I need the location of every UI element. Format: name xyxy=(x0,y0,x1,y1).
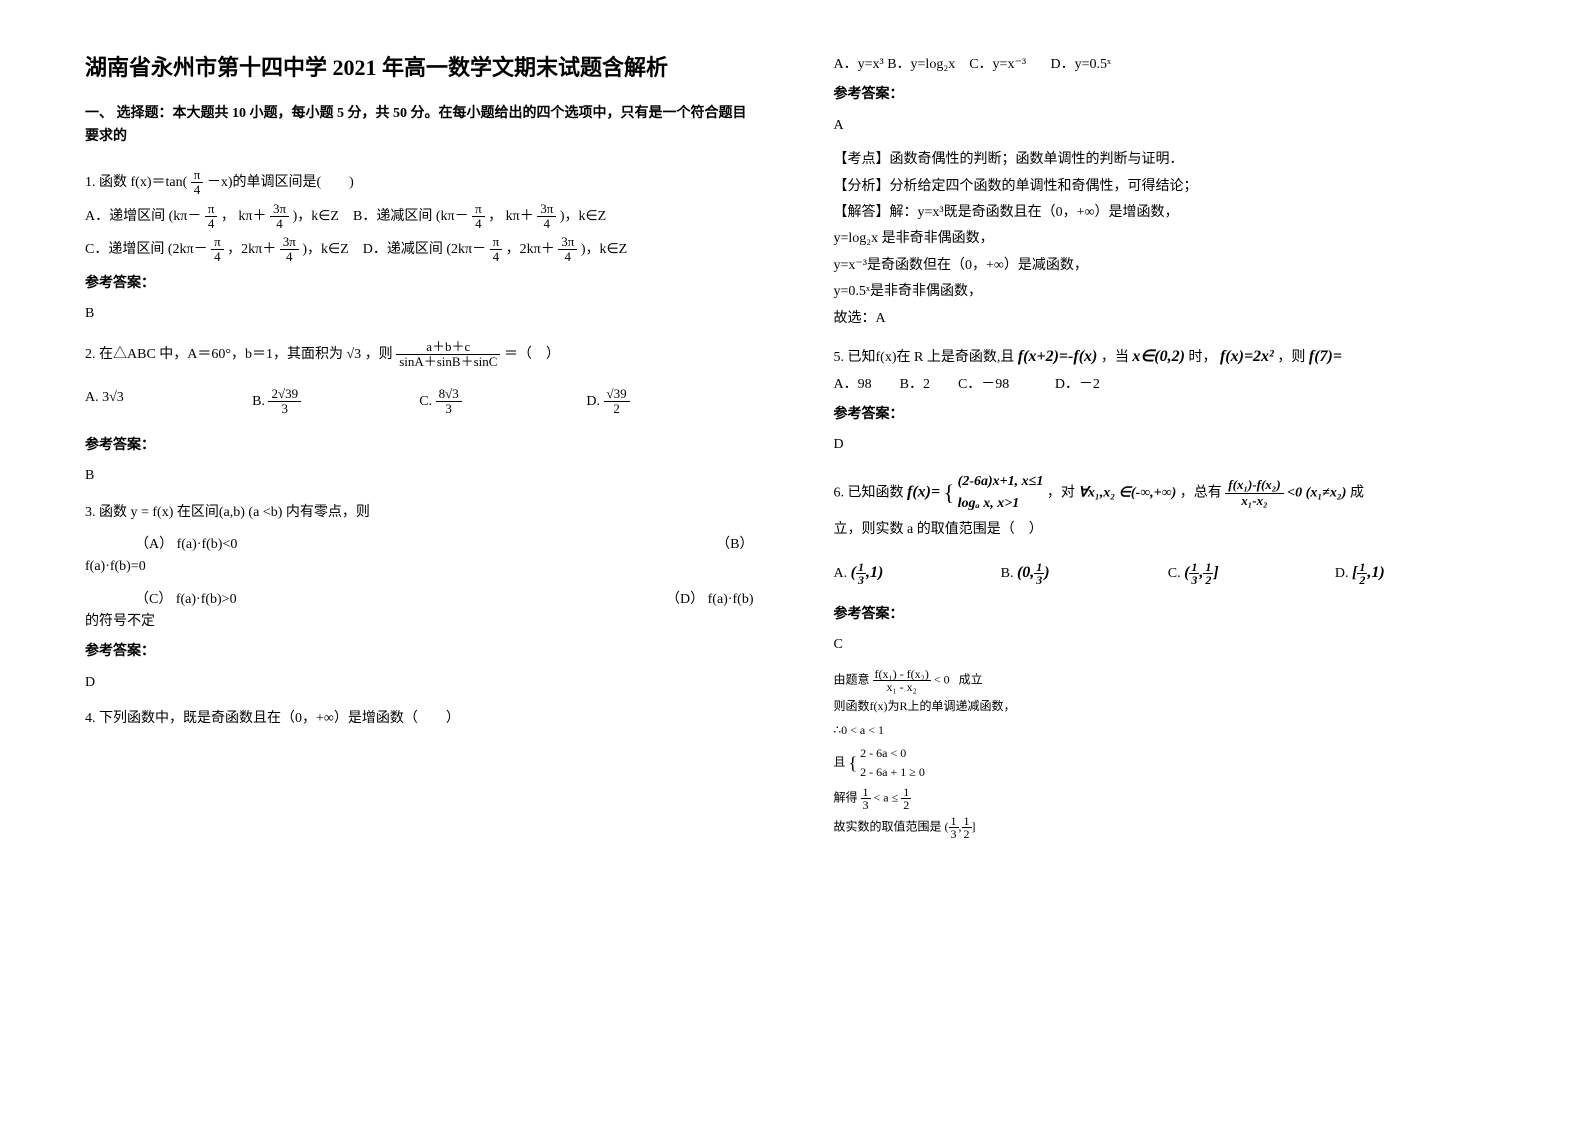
q4-answer: A xyxy=(834,115,1503,137)
q4-exp7: 故选：A xyxy=(834,308,1503,330)
q5-optA: A．98 xyxy=(834,377,872,392)
q1-stem-suffix: －x)的单调区间是( ) xyxy=(207,175,354,190)
q6-optD: D. [12,1) xyxy=(1335,560,1502,586)
q2-answer-label: 参考答案： xyxy=(85,435,754,457)
q6-piecewise: (2-6a)x+1, x≤1 logₐ x, x>1 xyxy=(958,471,1044,516)
q6-func: f(x)= xyxy=(907,483,940,500)
frac: 3π4 xyxy=(280,235,299,265)
q3-optC: （C） f(a)·f(b)>0 xyxy=(85,589,237,611)
q2-optC: C. 8√33 xyxy=(419,387,586,417)
q1-answer: B xyxy=(85,303,754,325)
q3-optD: （D） f(a)·f(b) xyxy=(666,589,753,611)
q4-stem: 4. 下列函数中，既是奇函数且在（0，+∞）是增函数（ ） xyxy=(85,708,754,730)
q6-optC: C. (13,12] xyxy=(1168,560,1335,586)
q5-eq1: f(x+2)=-f(x) xyxy=(1018,348,1098,365)
q3-optB-line2: f(a)·f(b)=0 xyxy=(85,556,754,578)
q6-forall: ∀x₁,x₂ ∈(-∞,+∞) xyxy=(1078,485,1176,500)
q4-exp4: y=log₂x 是非奇非偶函数， xyxy=(834,228,1503,250)
q5-answer-label: 参考答案： xyxy=(834,404,1503,426)
q4-exp2: 【分析】分析给定四个函数的单调性和奇偶性，可得结论； xyxy=(834,176,1503,198)
q5-optC: C．－98 xyxy=(958,377,1009,392)
q4-exp6: y=0.5ˣ是非奇非偶函数， xyxy=(834,281,1503,303)
frac: π4 xyxy=(472,202,485,232)
q3-answer-label: 参考答案： xyxy=(85,641,754,663)
q3-optB: （B） xyxy=(716,534,753,556)
q5-eq2: f(x)=2x² xyxy=(1220,348,1274,365)
q6-frac: f(x₁)-f(x₂) x₁-x₂ xyxy=(1225,478,1283,508)
frac: 3π4 xyxy=(558,235,577,265)
q3-stem: 3. 函数 y = f(x) 在区间(a,b) (a <b) 内有零点，则 xyxy=(85,502,754,524)
q6-sol4-sys: 2 - 6a < 0 2 - 6a + 1 ≥ 0 xyxy=(860,744,925,782)
q5-optD: D．－2 xyxy=(1055,377,1100,392)
q5-optB: B．2 xyxy=(900,377,930,392)
q6-sol2: 则函数f(x)为R上的单调递减函数， xyxy=(834,697,1503,716)
frac: π4 xyxy=(205,202,218,232)
q2-stem-pre: 2. 在△ABC 中，A＝60°，b＝1，其面积为 xyxy=(85,347,343,362)
q6-sol1-frac: f(x₁) - f(x₂) x₁ - x₂ xyxy=(873,668,931,693)
q5-dom: x∈(0,2) xyxy=(1132,348,1185,365)
q5-answer: D xyxy=(834,434,1503,456)
frac: 3π4 xyxy=(537,202,556,232)
q6-sol4-pre: 且 xyxy=(834,755,846,769)
q4-optB: B．y=log₂x xyxy=(887,57,955,72)
question-3: 3. 函数 y = f(x) 在区间(a,b) (a <b) 内有零点，则 （A… xyxy=(85,502,754,695)
q1-optC-pre: C．递增区间 (2kπ－ xyxy=(85,242,208,257)
q4-exp1: 【考点】函数奇偶性的判断；函数单调性的判断与证明． xyxy=(834,149,1503,171)
q1-answer-label: 参考答案： xyxy=(85,273,754,295)
q6-answer-label: 参考答案： xyxy=(834,604,1503,626)
q3-optD-line2: 的符号不定 xyxy=(85,611,754,633)
q4-optA: A．y=x³ xyxy=(834,57,884,72)
q6-sol5-pre: 解得 xyxy=(834,790,858,804)
q4-optD: D．y=0.5ˣ xyxy=(1051,57,1112,72)
question-2: 2. 在△ABC 中，A＝60°，b＝1，其面积为 √3 ，则 a＋b＋c si… xyxy=(85,340,754,488)
q6-line2: 立，则实数 a 的取值范围是（ ） xyxy=(834,519,1503,541)
q2-optA: A. 3√3 xyxy=(85,387,252,417)
question-6: 6. 已知函数 f(x)= { (2-6a)x+1, x≤1 logₐ x, x… xyxy=(834,471,1503,841)
q1-frac-pi4: π 4 xyxy=(191,168,204,198)
q4-optC: C．y=x⁻³ xyxy=(969,57,1026,72)
q4-exp5: y=x⁻³是奇函数但在（0，+∞）是减函数， xyxy=(834,255,1503,277)
q1-stem-prefix: 1. 函数 f(x)＝tan( xyxy=(85,175,187,190)
q2-answer: B xyxy=(85,465,754,487)
question-4-stem: 4. 下列函数中，既是奇函数且在（0，+∞）是增函数（ ） xyxy=(85,708,754,730)
q1-optD-pre: D．递减区间 (2kπ－ xyxy=(363,242,486,257)
question-1: 1. 函数 f(x)＝tan( π 4 －x)的单调区间是( ) A．递增区间 … xyxy=(85,168,754,326)
question-5: 5. 已知f(x)在 R 上是奇函数,且 f(x+2)=-f(x) ，当 x∈(… xyxy=(834,344,1503,457)
page-title: 湖南省永州市第十四中学 2021 年高一数学文期末试题含解析 xyxy=(85,50,754,85)
q6-stem-pre: 6. 已知函数 xyxy=(834,485,904,500)
section-intro: 一、 选择题：本大题共 10 小题，每小题 5 分，共 50 分。在每小题给出的… xyxy=(85,103,754,148)
q1-optB-pre: B．递减区间 (kπ－ xyxy=(353,209,469,224)
q1-optA-pre: A．递增区间 (kπ－ xyxy=(85,209,201,224)
frac: π4 xyxy=(490,235,503,265)
question-4-body: A．y=x³ B．y=log₂x C．y=x⁻³ D．y=0.5ˣ 参考答案： … xyxy=(834,54,1503,330)
q6-sol3: ∴0 < a < 1 xyxy=(834,721,1503,740)
q2-optB: B. 2√393 xyxy=(252,387,419,417)
q3-optA: （A） f(a)·f(b)<0 xyxy=(85,534,237,556)
q3-answer: D xyxy=(85,672,754,694)
brace-icon: { xyxy=(849,749,858,778)
q6-sol6-pre: 故实数的取值范围是 xyxy=(834,819,942,833)
q5-stem-pre: 5. 已知f(x)在 R 上是奇函数,且 xyxy=(834,350,1015,365)
q6-optA: A. (13,1) xyxy=(834,560,1001,586)
q4-exp3: 【解答】解：y=x³既是奇函数且在（0，+∞）是增函数， xyxy=(834,202,1503,224)
q6-optB: B. (0,13) xyxy=(1001,560,1168,586)
brace-icon: { xyxy=(944,475,955,510)
q6-answer: C xyxy=(834,634,1503,656)
q2-optD: D. √392 xyxy=(586,387,753,417)
q2-main-frac: a＋b＋c sinA＋sinB＋sinC xyxy=(396,340,500,370)
q6-sol1-pre: 由题意 xyxy=(834,673,870,687)
q4-answer-label: 参考答案： xyxy=(834,84,1503,106)
q5-eq3: f(7)= xyxy=(1309,348,1342,365)
frac: 3π4 xyxy=(270,202,289,232)
frac: π4 xyxy=(211,235,224,265)
